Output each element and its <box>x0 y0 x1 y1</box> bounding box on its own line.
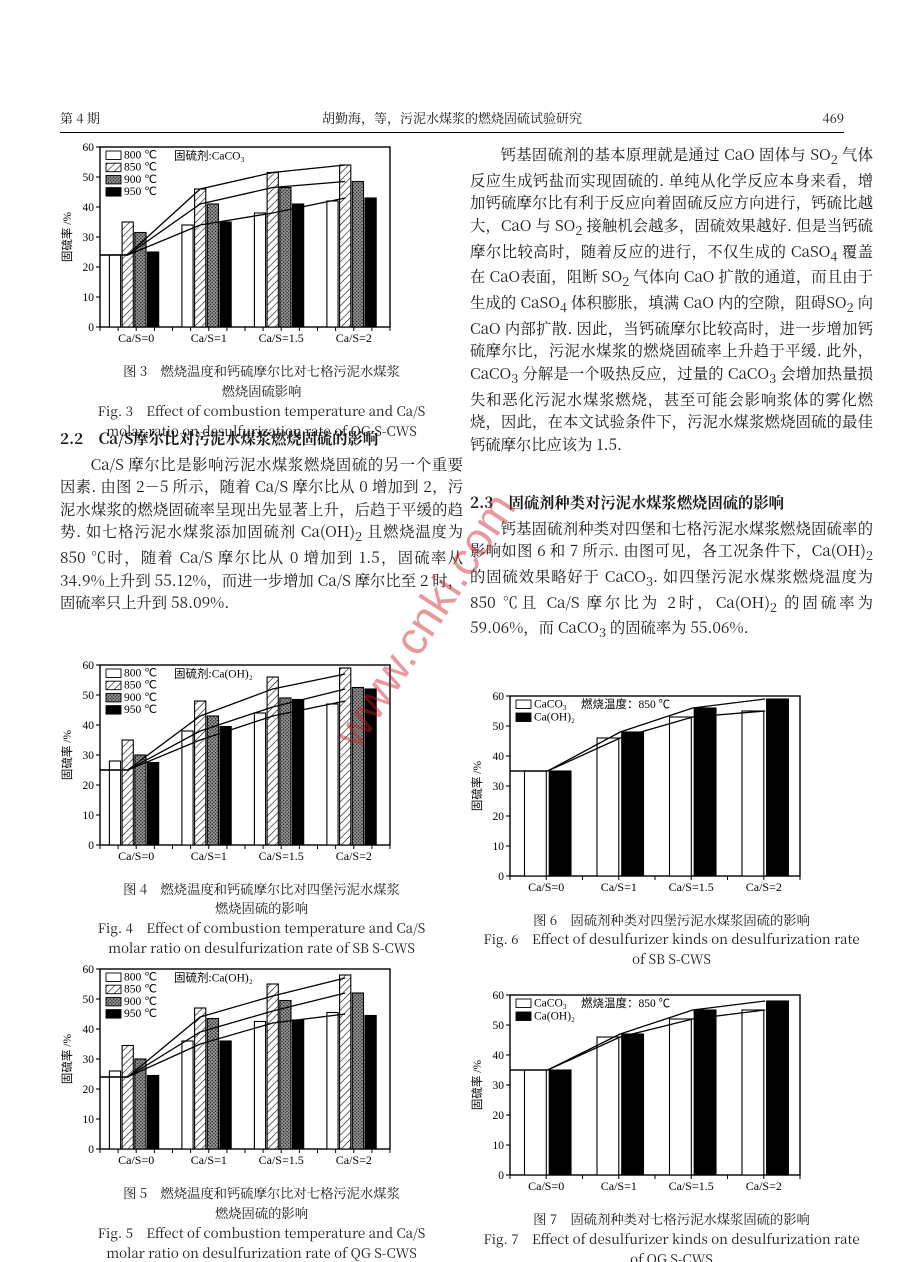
svg-text:10: 10 <box>493 1140 505 1152</box>
svg-text:30: 30 <box>83 1054 95 1066</box>
svg-text:20: 20 <box>493 1110 505 1122</box>
svg-text:40: 40 <box>83 1024 95 1036</box>
svg-text:50: 50 <box>83 994 95 1006</box>
svg-text:固硫率 /%: 固硫率 /% <box>470 760 484 811</box>
svg-text:Ca/S=1.5: Ca/S=1.5 <box>259 1153 304 1167</box>
svg-text:0: 0 <box>498 871 504 883</box>
svg-text:0: 0 <box>88 1144 94 1156</box>
svg-text:10: 10 <box>493 841 505 853</box>
svg-text:0: 0 <box>498 1170 504 1182</box>
svg-text:固硫率 /%: 固硫率 /% <box>470 1060 484 1111</box>
svg-text:850 ℃: 850 ℃ <box>124 984 157 996</box>
svg-text:Ca(OH)₂: Ca(OH)₂ <box>534 1011 575 1023</box>
svg-text:0: 0 <box>88 840 94 852</box>
svg-text:950 ℃: 950 ℃ <box>124 186 157 198</box>
svg-text:CaCO₃: CaCO₃ <box>534 698 567 710</box>
svg-text:Ca(OH)₂: Ca(OH)₂ <box>534 711 575 723</box>
svg-text:固硫率 /%: 固硫率 /% <box>60 1033 74 1084</box>
svg-text:900 ℃: 900 ℃ <box>124 174 157 186</box>
svg-text:固硫率 /%: 固硫率 /% <box>60 729 74 780</box>
svg-text:60: 60 <box>83 964 95 976</box>
svg-text:60: 60 <box>493 990 505 1002</box>
svg-text:固硫剂:Ca(OH)₂: 固硫剂:Ca(OH)₂ <box>174 970 253 984</box>
svg-text:50: 50 <box>493 1020 505 1032</box>
svg-text:800 ℃: 800 ℃ <box>124 971 157 983</box>
svg-text:Ca/S=1.5: Ca/S=1.5 <box>669 1179 714 1193</box>
svg-text:30: 30 <box>83 232 95 244</box>
svg-text:0: 0 <box>88 322 94 334</box>
svg-text:800 ℃: 800 ℃ <box>124 150 157 162</box>
svg-text:850 ℃: 850 ℃ <box>124 679 157 691</box>
svg-text:10: 10 <box>83 292 95 304</box>
svg-text:CaCO₃: CaCO₃ <box>534 998 567 1010</box>
svg-text:Ca/S=1.5: Ca/S=1.5 <box>259 849 304 863</box>
svg-text:900 ℃: 900 ℃ <box>124 996 157 1008</box>
svg-text:850 ℃: 850 ℃ <box>124 162 157 174</box>
svg-text:Ca/S=2: Ca/S=2 <box>336 849 372 863</box>
svg-text:Ca/S=1: Ca/S=1 <box>191 1153 227 1167</box>
svg-text:Ca/S=0: Ca/S=0 <box>118 849 154 863</box>
svg-text:950 ℃: 950 ℃ <box>124 1008 157 1020</box>
svg-text:Ca/S=1: Ca/S=1 <box>601 1179 637 1193</box>
svg-text:60: 60 <box>83 660 95 672</box>
svg-text:固硫剂:Ca(OH)₂: 固硫剂:Ca(OH)₂ <box>174 666 253 680</box>
svg-text:固硫剂:CaCO₃: 固硫剂:CaCO₃ <box>174 149 244 163</box>
svg-text:20: 20 <box>83 1084 95 1096</box>
svg-text:800 ℃: 800 ℃ <box>124 667 157 679</box>
svg-text:50: 50 <box>493 721 505 733</box>
svg-text:40: 40 <box>493 751 505 763</box>
svg-text:40: 40 <box>83 202 95 214</box>
svg-text:Ca/S=0: Ca/S=0 <box>118 1153 154 1167</box>
svg-text:Ca/S=2: Ca/S=2 <box>336 1153 372 1167</box>
svg-text:10: 10 <box>83 1114 95 1126</box>
svg-text:30: 30 <box>493 781 505 793</box>
svg-text:40: 40 <box>493 1050 505 1062</box>
svg-text:30: 30 <box>83 750 95 762</box>
svg-text:20: 20 <box>83 780 95 792</box>
svg-text:燃烧温度：850 ℃: 燃烧温度：850 ℃ <box>581 697 671 711</box>
svg-text:Ca/S=1.5: Ca/S=1.5 <box>669 880 714 894</box>
svg-text:Ca/S=1: Ca/S=1 <box>601 880 637 894</box>
svg-text:10: 10 <box>83 810 95 822</box>
svg-text:燃烧温度：850 ℃: 燃烧温度：850 ℃ <box>581 996 671 1010</box>
svg-text:50: 50 <box>83 172 95 184</box>
svg-text:固硫率 /%: 固硫率 /% <box>60 212 74 263</box>
svg-text:Ca/S=0: Ca/S=0 <box>528 880 564 894</box>
svg-text:Ca/S=1.5: Ca/S=1.5 <box>259 331 304 345</box>
svg-text:900 ℃: 900 ℃ <box>124 691 157 703</box>
svg-text:Ca/S=2: Ca/S=2 <box>746 1179 782 1193</box>
svg-text:20: 20 <box>83 262 95 274</box>
svg-text:50: 50 <box>83 690 95 702</box>
svg-text:Ca/S=2: Ca/S=2 <box>336 331 372 345</box>
svg-text:40: 40 <box>83 720 95 732</box>
svg-text:Ca/S=0: Ca/S=0 <box>118 331 154 345</box>
svg-text:Ca/S=1: Ca/S=1 <box>191 849 227 863</box>
svg-text:20: 20 <box>493 811 505 823</box>
svg-text:60: 60 <box>493 691 505 703</box>
svg-text:60: 60 <box>83 142 95 154</box>
svg-text:Ca/S=1: Ca/S=1 <box>191 331 227 345</box>
svg-text:Ca/S=0: Ca/S=0 <box>528 1179 564 1193</box>
svg-text:950 ℃: 950 ℃ <box>124 704 157 716</box>
svg-text:30: 30 <box>493 1080 505 1092</box>
svg-text:Ca/S=2: Ca/S=2 <box>746 880 782 894</box>
